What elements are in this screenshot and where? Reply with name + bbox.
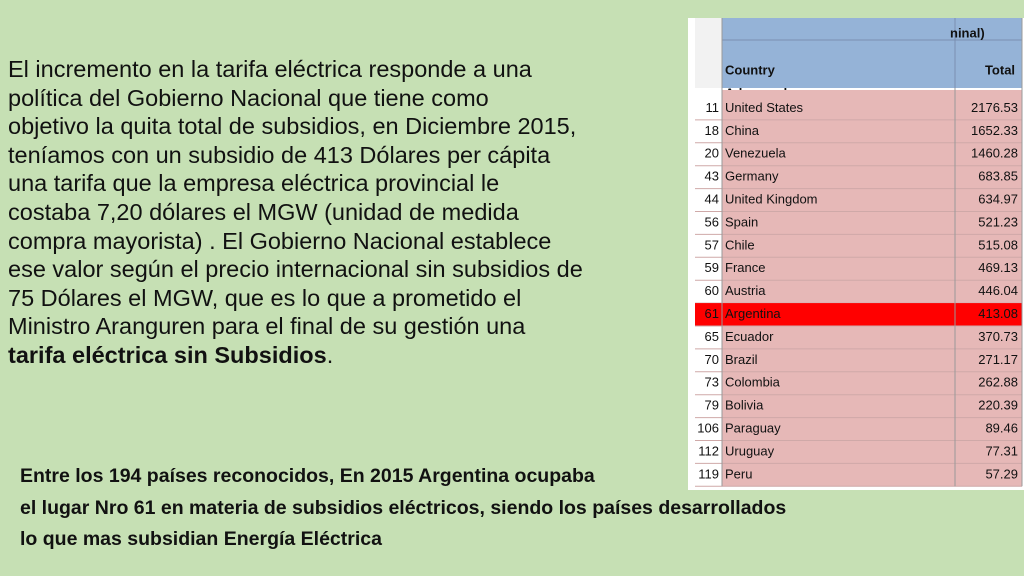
total: 262.88 (978, 375, 1018, 390)
text: . (326, 341, 334, 368)
rank: 11 (706, 100, 720, 115)
country: Paraguay (725, 420, 781, 435)
bold-text: tarifa eléctrica sin Subsidios (8, 341, 327, 368)
country: Argentina (725, 306, 781, 321)
country: Chile (725, 237, 755, 252)
highlight-row (695, 303, 1022, 326)
country: United States (725, 100, 804, 115)
country: Ecuador (725, 329, 774, 344)
total: 89.46 (985, 420, 1018, 435)
paragraph-line: costaba 7,20 dólares el MGW (unidad de m… (8, 198, 519, 225)
country: Spain (725, 214, 758, 229)
rank: 20 (705, 146, 719, 161)
paragraph-line: compra mayorista) . El Gobierno Nacional… (8, 227, 552, 254)
body-bg (722, 90, 1022, 487)
country: Bolivia (725, 398, 764, 413)
header-bg (722, 18, 1022, 88)
rank: 18 (705, 123, 719, 138)
paragraph-line: teníamos con un subsidio de 413 Dólares … (8, 141, 551, 168)
country: China (725, 123, 760, 138)
country: United Kingdom (725, 191, 818, 206)
column-header: Country (725, 62, 776, 77)
rank: 106 (697, 420, 719, 435)
header-left (695, 18, 722, 88)
paragraph-line: una tarifa que la empresa eléctrica prov… (8, 170, 500, 197)
rank: 61 (705, 306, 719, 321)
total: 77.31 (985, 443, 1018, 458)
country: Uruguay (725, 443, 775, 458)
total: 2176.53 (971, 100, 1018, 115)
total: 220.39 (978, 398, 1018, 413)
rank: 79 (705, 398, 719, 413)
rank: 43 (705, 169, 719, 184)
rank: 59 (705, 260, 719, 275)
country: Brazil (725, 352, 758, 367)
paragraph-line: Ministro Aranguren para el final de su g… (8, 313, 526, 340)
footer-text: Entre los 194 países reconocidos, En 201… (20, 461, 920, 556)
footer-line: Entre los 194 países reconocidos, En 201… (20, 465, 595, 487)
total: 1460.28 (971, 146, 1018, 161)
paragraph-line: 75 Dólares el MGW, que es lo que a prome… (8, 284, 522, 311)
paragraph-line: política del Gobierno Nacional que tiene… (8, 84, 489, 111)
footer-line: lo que mas subsidian Energía Eléctrica (20, 528, 382, 550)
country: France (725, 260, 765, 275)
total: 446.04 (978, 283, 1018, 298)
total: 370.73 (978, 329, 1018, 344)
country: Colombia (725, 375, 781, 390)
total: 521.23 (978, 214, 1018, 229)
paragraph-line: ese valor según el precio internacional … (8, 256, 583, 283)
rank: 44 (705, 191, 719, 206)
paragraph-line: El incremento en la tarifa eléctrica res… (8, 56, 532, 82)
rank: 73 (705, 375, 719, 390)
rank: 56 (705, 214, 719, 229)
header-partial: ninal) (950, 25, 985, 40)
rank: 70 (705, 352, 719, 367)
total: 683.85 (978, 169, 1018, 184)
country: Germany (725, 169, 779, 184)
total: 515.08 (978, 237, 1018, 252)
total: 57.29 (985, 466, 1018, 481)
rank: 57 (705, 237, 719, 252)
country: Peru (725, 466, 752, 481)
paragraph-line: objetivo la quita total de subsidios, en… (8, 113, 577, 140)
paragraph: El incremento en la tarifa eléctrica res… (8, 55, 688, 370)
total: 634.97 (978, 191, 1018, 206)
rank: 112 (698, 443, 719, 458)
footer-line: el lugar Nro 61 en materia de subsidios … (20, 496, 787, 519)
rank: 65 (705, 329, 719, 344)
rank: 60 (705, 283, 719, 298)
total: 469.13 (978, 260, 1018, 275)
paragraph-line: tarifa eléctrica sin Subsidios. (8, 341, 688, 370)
rank: 119 (698, 466, 719, 481)
country: Venezuela (725, 146, 786, 161)
column-header: Total (985, 62, 1015, 77)
country: Austria (725, 283, 766, 298)
total: 413.08 (978, 306, 1018, 321)
total: 271.17 (978, 352, 1018, 367)
total: 1652.33 (971, 123, 1018, 138)
